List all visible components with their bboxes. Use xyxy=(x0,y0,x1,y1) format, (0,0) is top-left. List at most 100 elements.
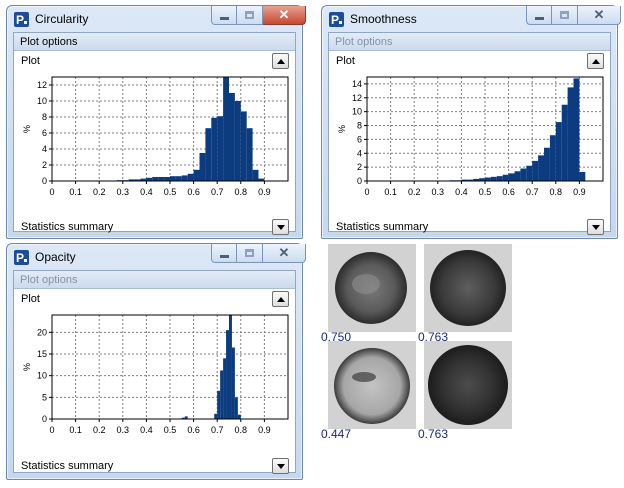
title-bar[interactable]: P Circularity ✕ xyxy=(7,6,306,32)
histogram-bar xyxy=(234,397,238,419)
y-tick-label: 14 xyxy=(352,79,362,89)
histogram-bar xyxy=(181,175,188,181)
expand-icon xyxy=(591,224,600,230)
close-icon: ✕ xyxy=(278,7,290,22)
histogram-bar xyxy=(234,101,241,181)
minimize-button[interactable] xyxy=(211,6,237,25)
y-tick-label: 0 xyxy=(357,176,362,186)
plot-collapse-button[interactable] xyxy=(587,53,604,69)
x-tick-label: 0.5 xyxy=(164,187,177,197)
x-tick-label: 0.8 xyxy=(235,187,248,197)
x-tick-label: 0.2 xyxy=(93,425,106,435)
histogram-bar xyxy=(514,171,521,181)
close-icon: ✕ xyxy=(593,7,605,22)
window-content: Plot options Plot 0 0.1 0.2 0.3 0.4 0.5 0.6 0.7… xyxy=(13,32,296,235)
histogram-bar xyxy=(549,135,556,181)
x-tick-label: 0.3 xyxy=(432,187,445,197)
window-content: Plot options Plot 0 0.1 0.2 0.3 0.4 0.5 0.6 0.7… xyxy=(328,32,611,235)
histogram-bar xyxy=(567,87,574,181)
histogram-bar xyxy=(205,128,212,181)
statistics-expand-button[interactable] xyxy=(587,219,604,235)
minimize-button[interactable] xyxy=(526,6,552,25)
x-tick-label: 0.1 xyxy=(69,187,82,197)
maximize-icon xyxy=(245,11,254,19)
x-tick-label: 0 xyxy=(49,425,54,435)
y-tick-label: 10 xyxy=(37,371,47,381)
histogram-bar xyxy=(229,93,235,181)
particle-image[interactable] xyxy=(424,244,512,332)
y-tick-label: 15 xyxy=(37,349,47,359)
title-bar[interactable]: P Smoothness ✕ xyxy=(322,6,621,32)
x-tick-label: 0.3 xyxy=(117,425,130,435)
maximize-button[interactable] xyxy=(237,244,263,263)
maximize-button[interactable] xyxy=(552,6,578,25)
histogram-bar xyxy=(532,160,539,181)
minimize-button[interactable] xyxy=(211,244,237,263)
histogram-bar xyxy=(496,176,503,181)
histogram-bar xyxy=(217,390,221,419)
histogram-bar xyxy=(140,178,147,181)
histogram-bar xyxy=(252,169,259,181)
collapse-icon xyxy=(276,58,285,64)
histogram-bar xyxy=(555,122,562,181)
particle-image[interactable] xyxy=(328,341,416,429)
y-tick-label: 6 xyxy=(42,128,47,138)
statistics-expand-button[interactable] xyxy=(272,458,289,474)
close-button[interactable]: ✕ xyxy=(578,6,621,25)
plot-section-label: Plot xyxy=(21,293,40,305)
plot-options-header[interactable]: Plot options xyxy=(14,33,295,51)
y-axis-label: % xyxy=(22,125,32,133)
smoothness-histogram: 0 0.1 0.2 0.3 0.4 0.5 0.6 0.7 0.8 0.9 0 2 4 6 8 10 12 14% xyxy=(337,76,604,197)
plot-frame xyxy=(51,314,289,420)
minimize-icon xyxy=(219,254,229,258)
particle-image[interactable] xyxy=(328,244,416,332)
x-tick-label: 0.4 xyxy=(140,187,153,197)
histogram-bar xyxy=(520,168,527,181)
plot-options-header[interactable]: Plot options xyxy=(14,271,295,289)
svg-text:P: P xyxy=(16,13,24,27)
collapse-icon xyxy=(591,58,600,64)
histogram-bar xyxy=(128,179,135,181)
collapse-icon xyxy=(276,296,285,302)
close-button[interactable]: ✕ xyxy=(263,244,306,263)
maximize-icon xyxy=(245,249,254,257)
title-bar[interactable]: P Opacity ✕ xyxy=(7,244,306,270)
circularity-window: P Circularity ✕ Plot options Plot 0 0.1 0.… xyxy=(6,5,306,239)
x-tick-label: 0.7 xyxy=(211,425,224,435)
particle-image[interactable] xyxy=(424,341,512,429)
close-button[interactable]: ✕ xyxy=(263,6,306,25)
y-tick-label: 2 xyxy=(357,162,362,172)
plot-collapse-button[interactable] xyxy=(272,291,289,307)
statistics-expand-button[interactable] xyxy=(272,219,289,235)
histogram-bar xyxy=(237,414,241,419)
histogram-bar xyxy=(461,179,468,181)
y-tick-label: 2 xyxy=(42,160,47,170)
histogram-bar xyxy=(214,413,218,419)
plot-options-header[interactable]: Plot options xyxy=(329,33,610,51)
maximize-button[interactable] xyxy=(237,6,263,25)
histogram-bar xyxy=(508,173,515,181)
histogram-bar xyxy=(561,104,568,181)
svg-text:P: P xyxy=(331,13,339,27)
y-tick-label: 4 xyxy=(42,144,47,154)
close-icon: ✕ xyxy=(278,245,290,260)
app-logo-icon: P xyxy=(329,12,344,27)
histogram-bar xyxy=(152,177,159,181)
histogram-bar xyxy=(544,147,550,181)
histogram-bar xyxy=(170,176,176,181)
y-axis-label: % xyxy=(337,125,347,133)
histogram-bar xyxy=(579,171,586,181)
minimize-icon xyxy=(534,16,544,20)
x-tick-label: 0.5 xyxy=(164,425,177,435)
particle-value: 0.447 xyxy=(321,427,352,441)
app-logo-icon: P xyxy=(14,12,29,27)
histogram-bar xyxy=(258,178,265,181)
x-tick-label: 0.4 xyxy=(455,187,468,197)
plot-section-label: Plot xyxy=(336,55,355,67)
particle-thumbnail-1 xyxy=(335,252,407,324)
window-content: Plot options Plot 0 0.1 0.2 0.3 0.4 0.5 0.6 0.7… xyxy=(13,270,296,474)
plot-collapse-button[interactable] xyxy=(272,53,289,69)
window-title: Circularity xyxy=(35,12,89,26)
histogram-bar xyxy=(217,116,224,181)
histogram-bar xyxy=(220,370,224,419)
